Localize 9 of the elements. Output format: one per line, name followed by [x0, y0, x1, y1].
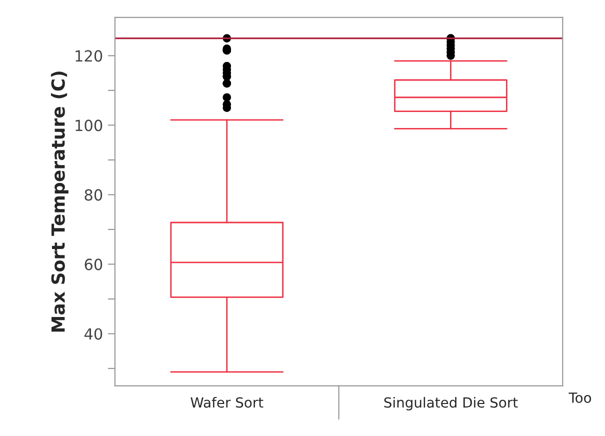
y-tick-label: 120 — [76, 50, 102, 62]
y-tick-label: 100 — [76, 120, 102, 132]
x-tick-label: Singulated Die Sort — [384, 396, 518, 410]
y-tick-label: 80 — [84, 189, 102, 201]
y-axis-title: Max Sort Temperature (C) — [50, 72, 68, 332]
text: Too — [568, 392, 592, 403]
y-tick-label: 60 — [84, 258, 102, 270]
y-tick-label: 40 — [84, 328, 102, 340]
x-tick-label: Wafer Sort — [190, 396, 264, 408]
